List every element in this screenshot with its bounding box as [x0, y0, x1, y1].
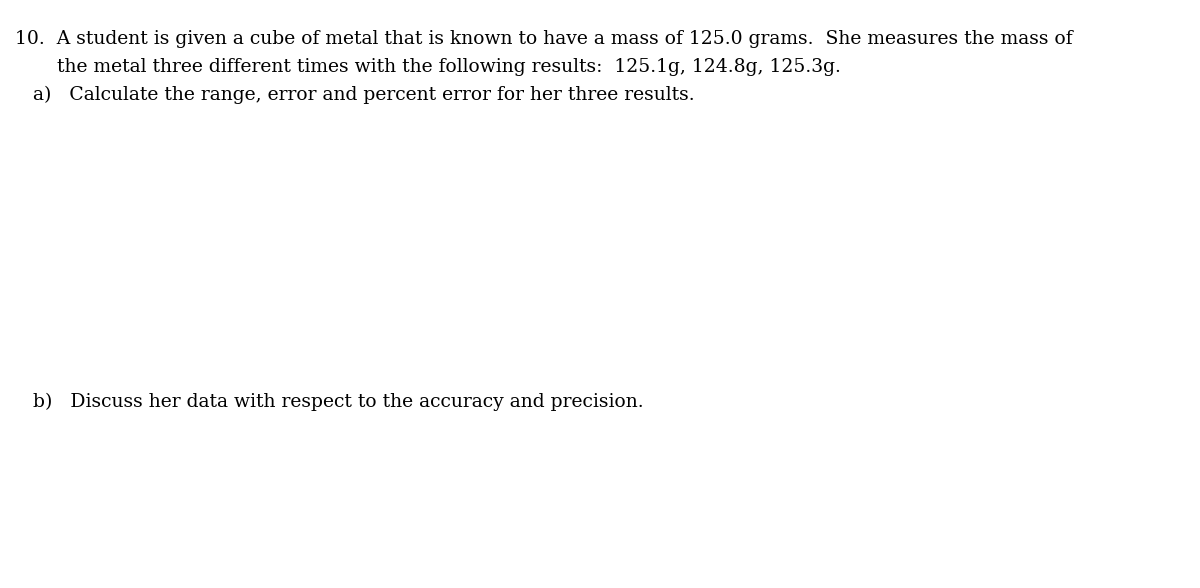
Text: the metal three different times with the following results:  125.1g, 124.8g, 125: the metal three different times with the…: [14, 58, 841, 76]
Text: a)   Calculate the range, error and percent error for her three results.: a) Calculate the range, error and percen…: [14, 86, 695, 104]
Text: 10.  A student is given a cube of metal that is known to have a mass of 125.0 gr: 10. A student is given a cube of metal t…: [14, 30, 1073, 48]
Text: b)   Discuss her data with respect to the accuracy and precision.: b) Discuss her data with respect to the …: [14, 393, 643, 411]
